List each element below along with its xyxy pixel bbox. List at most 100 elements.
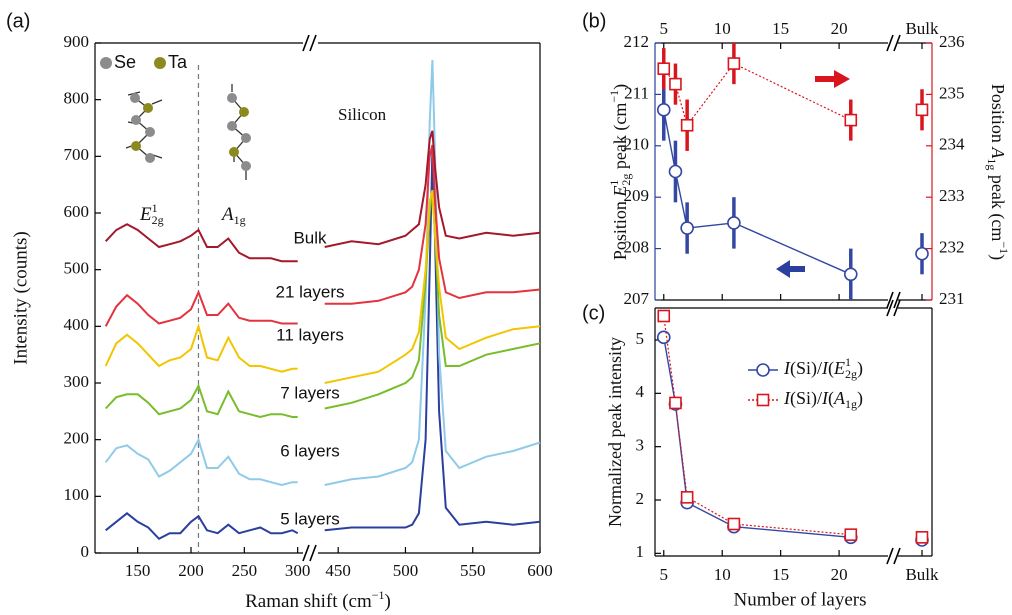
y-tick-label: 5 <box>636 329 645 348</box>
spectrum-line <box>104 322 298 373</box>
legend-label: I(Si)/I(A1g) <box>783 388 863 411</box>
marker <box>657 62 671 76</box>
connector <box>686 502 735 528</box>
x-axis-label: Raman shift (cm−1) <box>245 588 391 613</box>
text-part: E <box>610 186 630 198</box>
marker <box>680 118 694 132</box>
x-tick-label: Bulk <box>905 19 939 38</box>
connector <box>733 63 852 121</box>
text-part: 1 <box>152 201 158 215</box>
text-part: I <box>783 388 791 408</box>
atom <box>143 103 153 113</box>
atom <box>227 93 237 103</box>
y-axis-label: Normalized peak intensity <box>605 337 625 527</box>
x-axis-label: Number of layers <box>734 589 867 610</box>
text-part: A <box>833 388 846 408</box>
text-part: 1 <box>607 180 621 186</box>
connector <box>733 525 851 539</box>
connector <box>663 109 677 172</box>
axis-break <box>886 299 901 317</box>
spectrum-line <box>324 59 541 486</box>
text-part: peak (cm <box>610 103 631 174</box>
atom <box>145 153 155 163</box>
y-tick-label: 2 <box>636 489 645 508</box>
text-part: A <box>220 204 234 225</box>
annotation: Silicon <box>338 105 387 124</box>
text-part: ) <box>857 358 863 379</box>
text-part: ) <box>610 84 631 90</box>
panel-label: (c) <box>582 302 605 324</box>
atom-key-label: Se <box>114 52 136 72</box>
spectrum-line <box>104 289 298 327</box>
y-tick-label: 700 <box>64 145 90 164</box>
connector <box>674 83 688 126</box>
text-part: −1 <box>997 241 1011 254</box>
y-tick-label: 211 <box>624 83 649 102</box>
spectrum-line <box>324 190 541 410</box>
molecule-sketches <box>125 84 251 180</box>
connector <box>674 171 688 229</box>
x-tick-label: 10 <box>714 565 731 584</box>
marker <box>656 330 671 345</box>
marker <box>915 103 929 117</box>
marker <box>727 517 741 531</box>
text-part: I <box>821 358 829 378</box>
text-part: 1g <box>234 213 246 227</box>
marker <box>680 221 694 235</box>
x-tick-label: 500 <box>393 561 419 580</box>
marker <box>843 267 858 282</box>
text-part: ) <box>857 388 863 409</box>
x-tick-label: 20 <box>831 565 848 584</box>
text-part: Position <box>988 84 1008 148</box>
marker <box>656 103 671 117</box>
x-tick-label: 20 <box>831 19 848 38</box>
text-part: I <box>821 388 829 408</box>
x-tick-label: Bulk <box>905 565 939 584</box>
axis-break <box>302 544 317 562</box>
connector <box>663 337 677 405</box>
text-part: Position <box>610 197 630 261</box>
y-tick-label: 100 <box>64 485 90 504</box>
mode-e2g-sketch <box>125 91 163 159</box>
peak-label: E1 2g <box>139 201 164 227</box>
spectrum-line <box>324 130 541 248</box>
x-tick-label: 300 <box>285 561 311 580</box>
y2-tick-label: 235 <box>939 83 965 102</box>
y2-tick-label: 236 <box>939 32 965 51</box>
text-part: 2g <box>152 213 164 227</box>
text-part: 1g <box>845 397 857 411</box>
text-part: Raman shift (cm <box>245 591 372 612</box>
x-tick-label: 150 <box>125 561 151 580</box>
x-tick-label: 15 <box>772 565 789 584</box>
y-axis-label: Position E12g peak (cm−1) <box>607 84 633 260</box>
atom <box>229 147 239 157</box>
y-tick-label: 600 <box>64 202 90 221</box>
y-tick-label: 1 <box>636 542 645 561</box>
y-tick-label: 500 <box>64 259 90 278</box>
atom <box>145 127 155 137</box>
atom-key <box>100 57 112 69</box>
text-part: 2g <box>845 367 857 381</box>
text-part: I <box>783 358 791 378</box>
text-part: 1 <box>845 355 851 369</box>
y-tick-label: 3 <box>636 436 645 455</box>
text-part: ) <box>987 254 1008 260</box>
spectrum-line <box>104 383 298 419</box>
axis-break <box>886 291 901 309</box>
marker <box>727 216 741 230</box>
x-tick-label: 5 <box>660 19 669 38</box>
text-part: 1g <box>985 158 999 170</box>
y-tick-label: 200 <box>64 429 90 448</box>
marker <box>844 113 858 127</box>
atom <box>239 107 249 117</box>
marker <box>680 491 694 504</box>
x-tick-label: 200 <box>178 561 204 580</box>
text-part: (Si)/ <box>790 388 822 409</box>
y-tick-label: 207 <box>624 289 650 308</box>
y-tick-label: 800 <box>64 89 90 108</box>
atom <box>130 93 140 103</box>
text-part: E <box>833 358 845 378</box>
text-part: ) <box>385 591 391 612</box>
panel-label: (a) <box>6 10 30 32</box>
text-part: −1 <box>607 90 621 103</box>
